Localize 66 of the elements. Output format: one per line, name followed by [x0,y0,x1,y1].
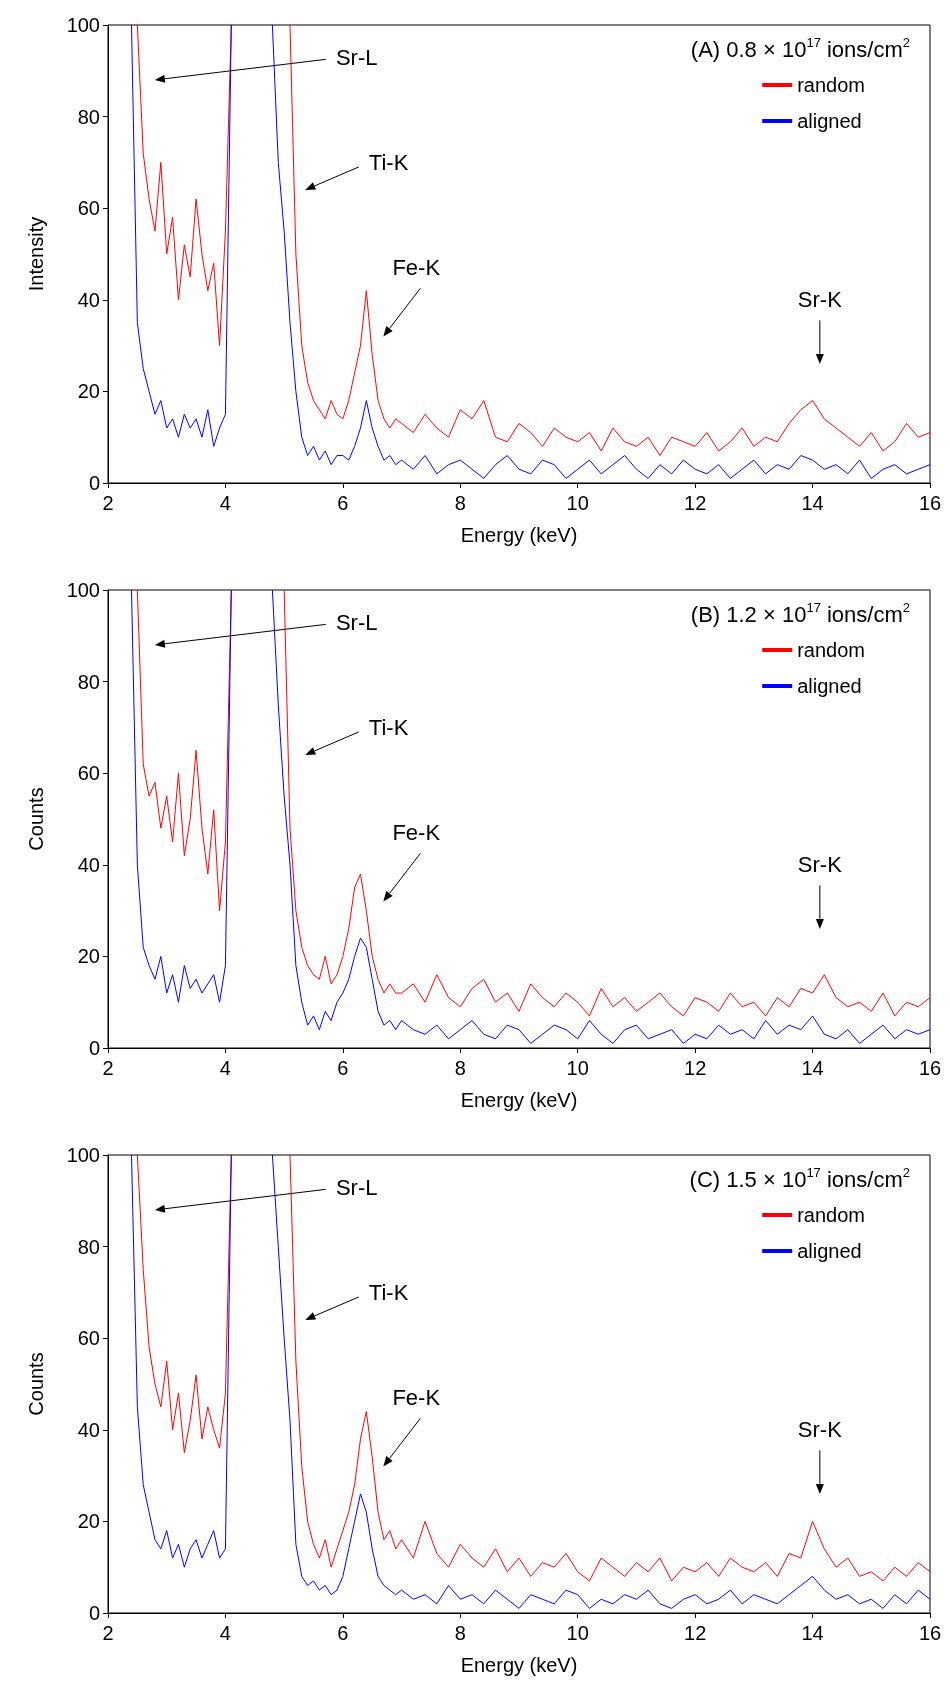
x-tick-label: 8 [454,492,466,514]
x-tick-label: 6 [337,1057,349,1079]
x-tick-label: 14 [801,492,824,514]
x-tick-label: 14 [801,1057,824,1079]
x-tick-label: 16 [918,1057,942,1079]
x-tick-label: 4 [219,492,231,514]
legend-label: aligned [797,110,862,132]
x-tick-label: 10 [566,1057,589,1079]
x-tick-label: 10 [566,492,589,514]
y-tick-label: 40 [77,288,100,311]
y-tick-label: 40 [77,853,100,876]
x-tick-label: 6 [337,1622,349,1644]
y-tick-label: 0 [88,472,100,494]
legend-label: aligned [797,675,862,697]
x-tick-label: 8 [454,1622,466,1644]
x-tick-label: 10 [566,1622,589,1644]
y-tick-label: 100 [66,1144,100,1166]
y-tick-label: 60 [77,197,100,220]
y-tick-label: 60 [77,1327,100,1350]
y-axis-title: Counts [25,787,47,851]
x-tick-label: 2 [102,1057,114,1079]
x-tick-label: 8 [454,1057,466,1079]
annotation: Fe-K [392,255,441,281]
x-tick-label: 6 [337,492,349,514]
y-tick-label: 100 [66,579,100,601]
annotation: Ti-K [368,714,409,740]
x-tick-label: 12 [684,492,707,514]
x-tick-label: 16 [918,1622,942,1644]
y-axis-title: Intensity [25,216,47,292]
legend-label: random [797,1204,865,1226]
legend-label: random [797,74,865,96]
annotation: Sr-L [335,44,378,70]
y-tick-label: 20 [77,1510,100,1533]
annotation: Sr-K [797,287,843,313]
y-tick-label: 0 [88,1037,100,1059]
legend-label: random [797,639,865,661]
annotation: Sr-K [797,852,843,878]
y-tick-label: 60 [77,762,100,785]
x-axis-title: Energy (keV) [460,1654,578,1676]
annotation: Sr-K [797,1417,843,1443]
annotation: Ti-K [368,149,409,175]
x-tick-label: 4 [219,1057,231,1079]
legend-label: aligned [797,1240,862,1262]
y-tick-label: 0 [88,1602,100,1624]
y-tick-label: 20 [77,945,100,968]
y-tick-label: 80 [77,670,100,693]
y-tick-label: 80 [77,105,100,128]
x-axis-title: Energy (keV) [460,524,578,546]
x-tick-label: 12 [684,1622,707,1644]
annotation: Sr-L [335,609,378,635]
y-tick-label: 80 [77,1235,100,1258]
x-tick-label: 4 [219,1622,231,1644]
y-axis-title: Counts [25,1352,47,1416]
x-tick-label: 2 [102,492,114,514]
x-tick-label: 2 [102,1622,114,1644]
x-axis-title: Energy (keV) [460,1089,578,1111]
y-tick-label: 100 [66,14,100,36]
annotation: Fe-K [392,820,441,846]
annotation: Ti-K [368,1279,409,1305]
y-tick-label: 40 [77,1418,100,1441]
annotation: Sr-L [335,1174,378,1200]
x-tick-label: 16 [918,492,942,514]
x-tick-label: 12 [684,1057,707,1079]
annotation: Fe-K [392,1385,441,1411]
y-tick-label: 20 [77,380,100,403]
x-tick-label: 14 [801,1622,824,1644]
